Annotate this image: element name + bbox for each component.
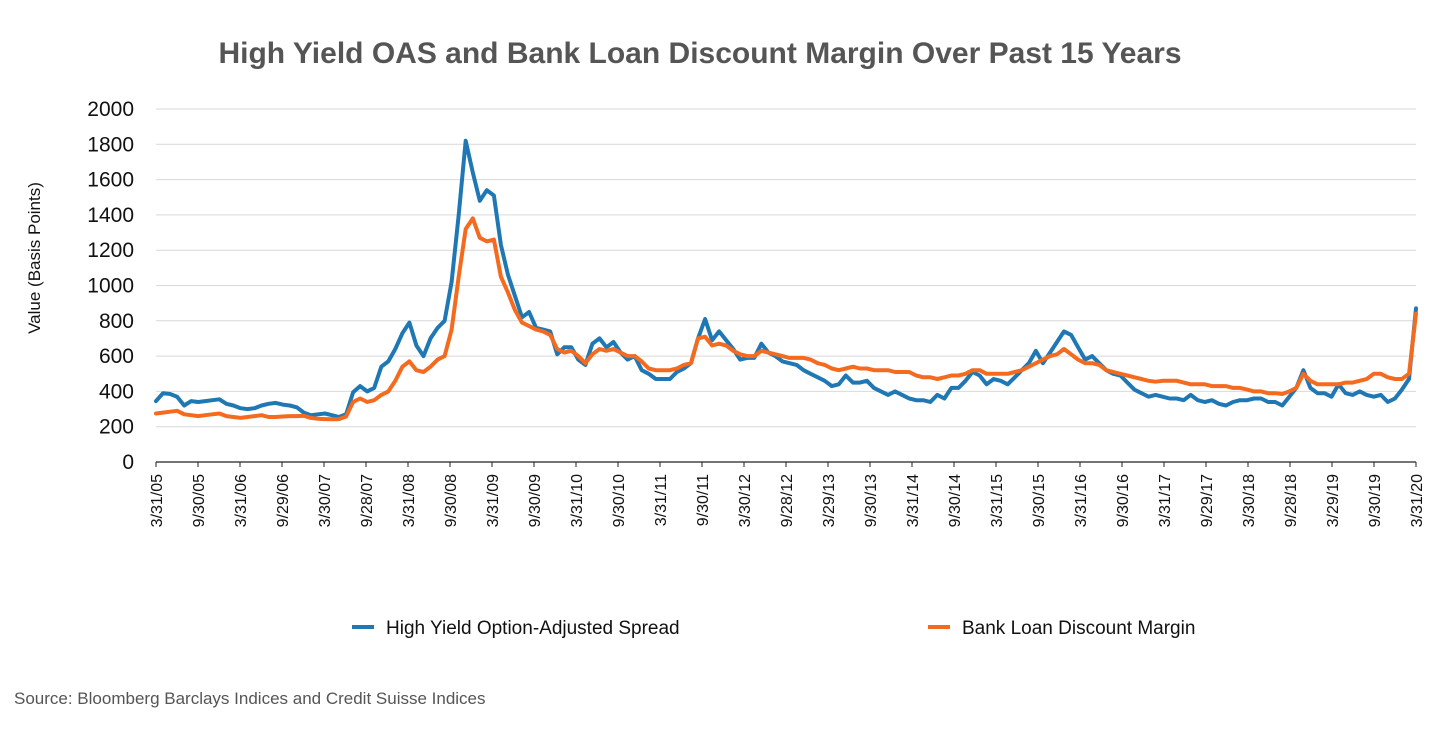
x-tick-label: 9/30/10 <box>611 474 628 527</box>
x-tick-label: 3/31/08 <box>401 474 418 527</box>
y-axis-label: Value (Basis Points) <box>25 182 44 334</box>
y-tick-label: 1200 <box>87 239 134 262</box>
x-tick-label: 9/30/14 <box>947 474 964 527</box>
x-tick-label: 3/31/16 <box>1073 474 1090 527</box>
x-tick-label: 9/30/19 <box>1367 474 1384 527</box>
x-tick-label: 3/29/19 <box>1325 474 1342 527</box>
x-tick-label: 3/29/13 <box>821 474 838 527</box>
x-tick-label: 3/31/06 <box>233 474 250 527</box>
chart-title: High Yield OAS and Bank Loan Discount Ma… <box>218 37 1181 70</box>
x-tick-label: 3/30/18 <box>1241 474 1258 527</box>
x-tick-label: 9/30/09 <box>527 474 544 527</box>
y-tick-label: 2000 <box>87 98 134 121</box>
x-axis-ticks: 3/31/05 9/30/05 3/31/06 9/29/06 3/30/07 9/28/… <box>149 462 1426 527</box>
series-line-0 <box>154 138 1418 419</box>
y-tick-label: 0 <box>122 451 134 474</box>
y-tick-label: 200 <box>99 416 134 439</box>
x-tick-label: 9/30/11 <box>695 474 712 526</box>
y-tick-label: 400 <box>99 380 134 403</box>
x-tick-label: 3/31/11 <box>653 474 670 526</box>
x-tick-label: 3/31/15 <box>989 474 1006 527</box>
legend-label: High Yield Option-Adjusted Spread <box>386 618 680 639</box>
gridlines <box>156 108 1416 463</box>
legend-label: Bank Loan Discount Margin <box>962 618 1195 639</box>
x-tick-label: 3/31/05 <box>149 474 166 527</box>
x-tick-label: 3/31/10 <box>569 474 586 527</box>
y-tick-label: 600 <box>99 345 134 368</box>
x-tick-label: 3/30/12 <box>737 474 754 527</box>
x-tick-label: 9/28/12 <box>779 474 796 527</box>
x-tick-label: 9/29/17 <box>1199 474 1216 527</box>
x-tick-label: 9/30/08 <box>443 474 460 527</box>
x-tick-label: 3/31/14 <box>905 474 922 527</box>
x-tick-label: 3/31/17 <box>1157 474 1174 527</box>
x-tick-label: 9/28/07 <box>359 474 376 527</box>
x-tick-label: 3/31/09 <box>485 474 502 527</box>
x-tick-label: 9/30/05 <box>191 474 208 527</box>
y-tick-label: 800 <box>99 310 134 333</box>
y-tick-label: 1400 <box>87 204 134 227</box>
x-tick-label: 3/30/07 <box>317 474 334 527</box>
y-tick-label: 1600 <box>87 169 134 192</box>
x-tick-label: 9/30/13 <box>863 474 880 527</box>
y-axis-ticks: 0 200 400 600 800 1000 1200 1400 1600 1800 2000 <box>87 98 134 474</box>
x-tick-label: 9/30/16 <box>1115 474 1132 527</box>
series-line-1 <box>154 216 1418 422</box>
x-tick-label: 3/31/20 <box>1409 474 1426 527</box>
x-tick-label: 9/29/06 <box>275 474 292 527</box>
y-tick-label: 1000 <box>87 275 134 298</box>
legend: High Yield Option-Adjusted Spread Bank Lo… <box>352 618 1195 639</box>
series-lines <box>154 138 1418 422</box>
y-tick-label: 1800 <box>87 133 134 156</box>
source-note: Source: Bloomberg Barclays Indices and C… <box>14 689 486 708</box>
x-tick-label: 9/30/15 <box>1031 474 1048 527</box>
x-tick-label: 9/28/18 <box>1283 474 1300 527</box>
